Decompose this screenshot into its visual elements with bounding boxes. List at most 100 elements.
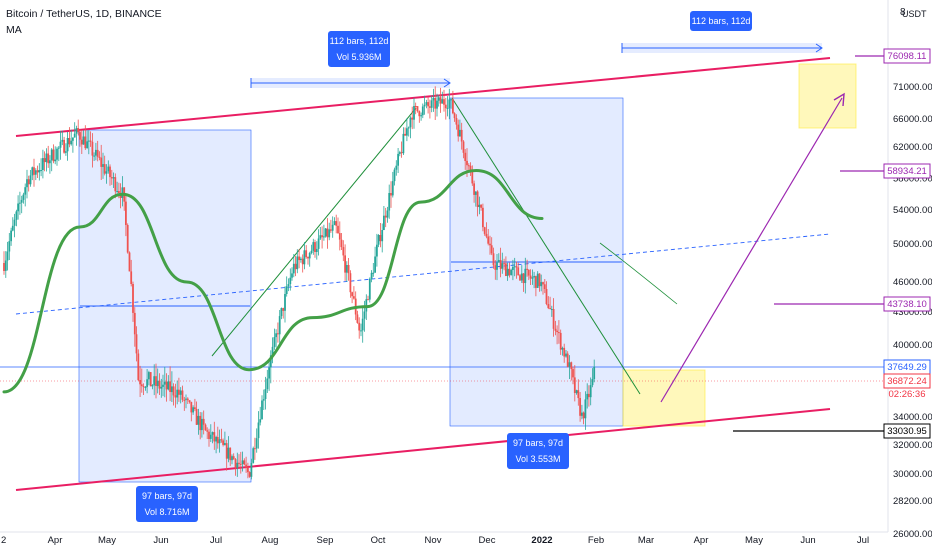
price-tick: 58000.00	[893, 173, 932, 184]
candle-body	[285, 286, 288, 294]
price-tick: 30000.00	[893, 469, 932, 480]
price-axis-top: 8	[900, 7, 906, 18]
candle-body	[171, 386, 173, 393]
candle-body	[490, 245, 493, 254]
candle-body	[153, 376, 156, 386]
candle-body	[429, 106, 431, 108]
candle-body	[519, 275, 521, 281]
candle-body	[6, 251, 9, 261]
candle-body	[452, 99, 454, 114]
candle-body	[208, 431, 210, 439]
candle-body	[469, 165, 472, 171]
candle-body	[109, 166, 111, 178]
price-tick: 54000.00	[893, 205, 932, 216]
candle-body	[192, 407, 194, 413]
candle-body	[535, 276, 537, 288]
candle-body	[476, 191, 479, 207]
candle-body	[317, 238, 320, 249]
candle-body	[512, 266, 514, 270]
candle-body	[307, 257, 309, 259]
candle-body	[414, 106, 417, 107]
candle-body	[457, 124, 460, 137]
candle-body	[483, 227, 486, 234]
candle-body	[444, 104, 447, 109]
candle-body	[333, 221, 336, 225]
candle-body	[586, 393, 589, 400]
candle-body	[513, 266, 516, 268]
candle-body	[284, 294, 286, 311]
candle-body	[305, 250, 308, 258]
candle-body	[395, 165, 398, 170]
candle-body	[172, 386, 175, 396]
candle-body	[315, 248, 318, 252]
indicator-legend[interactable]: MA	[6, 24, 22, 36]
candle-body	[487, 236, 490, 244]
candle-body	[554, 328, 557, 331]
candle-body	[377, 235, 380, 245]
candle-body	[45, 153, 48, 163]
candle-body	[404, 133, 406, 136]
candle-body	[360, 330, 362, 332]
candle-body	[347, 265, 350, 274]
candle-body	[397, 153, 399, 166]
candle-body	[139, 380, 141, 385]
candle-body	[206, 430, 209, 432]
candle-body	[558, 332, 560, 334]
candle-body	[70, 140, 73, 145]
candle-body	[47, 153, 50, 164]
candle-body	[245, 464, 247, 468]
candle-body	[118, 191, 120, 193]
candle-body	[52, 149, 55, 162]
candle-body	[439, 97, 442, 104]
range-label-bg	[690, 11, 752, 31]
candle-body	[330, 229, 332, 231]
candle-body	[529, 275, 532, 279]
price-tag-bg	[883, 296, 931, 312]
price-tag-text: 76098.11	[888, 51, 927, 62]
trendline-up	[211, 107, 417, 357]
candle-body	[287, 284, 290, 287]
candle-body	[255, 438, 258, 449]
measure-bar-1	[250, 78, 451, 88]
candle-body	[494, 265, 497, 270]
candle-body	[538, 273, 541, 287]
candle-body	[331, 224, 334, 231]
candle-body	[262, 399, 265, 401]
candle-body	[409, 117, 412, 128]
candle-body	[510, 270, 513, 276]
candle-body	[3, 263, 5, 271]
time-tick: Jul	[210, 535, 222, 546]
candle-body	[128, 252, 131, 272]
candle-body	[282, 308, 285, 311]
candle-body	[50, 149, 53, 161]
candle-body	[15, 211, 18, 220]
candle-body	[559, 332, 562, 350]
candle-body	[156, 380, 159, 387]
candle-body	[368, 278, 371, 300]
range-label-4: 97 bars, 97d Vol 3.553M	[507, 433, 569, 469]
symbol-title[interactable]: Bitcoin / TetherUS, 1D, BINANCE	[6, 8, 162, 20]
candle-body	[450, 99, 452, 101]
candle-body	[411, 117, 414, 120]
candle-body	[243, 460, 246, 465]
candle-body	[381, 230, 384, 242]
candle-body	[579, 398, 581, 416]
target-zone-high	[798, 63, 857, 129]
candle-body	[328, 229, 331, 238]
candle-body	[225, 443, 228, 459]
candle-body	[575, 390, 578, 394]
candle-body	[202, 418, 205, 425]
candle-body	[561, 347, 564, 350]
time-tick: Jul	[857, 535, 869, 546]
candle-body	[36, 170, 39, 173]
price-tag-text: 43738.10	[887, 299, 927, 310]
candle-body	[220, 439, 223, 441]
candle-body	[13, 219, 16, 226]
candle-body	[522, 273, 525, 284]
candle-body	[130, 271, 133, 284]
candle-body	[54, 159, 57, 162]
candle-body	[446, 107, 449, 109]
candle-body	[20, 199, 23, 203]
